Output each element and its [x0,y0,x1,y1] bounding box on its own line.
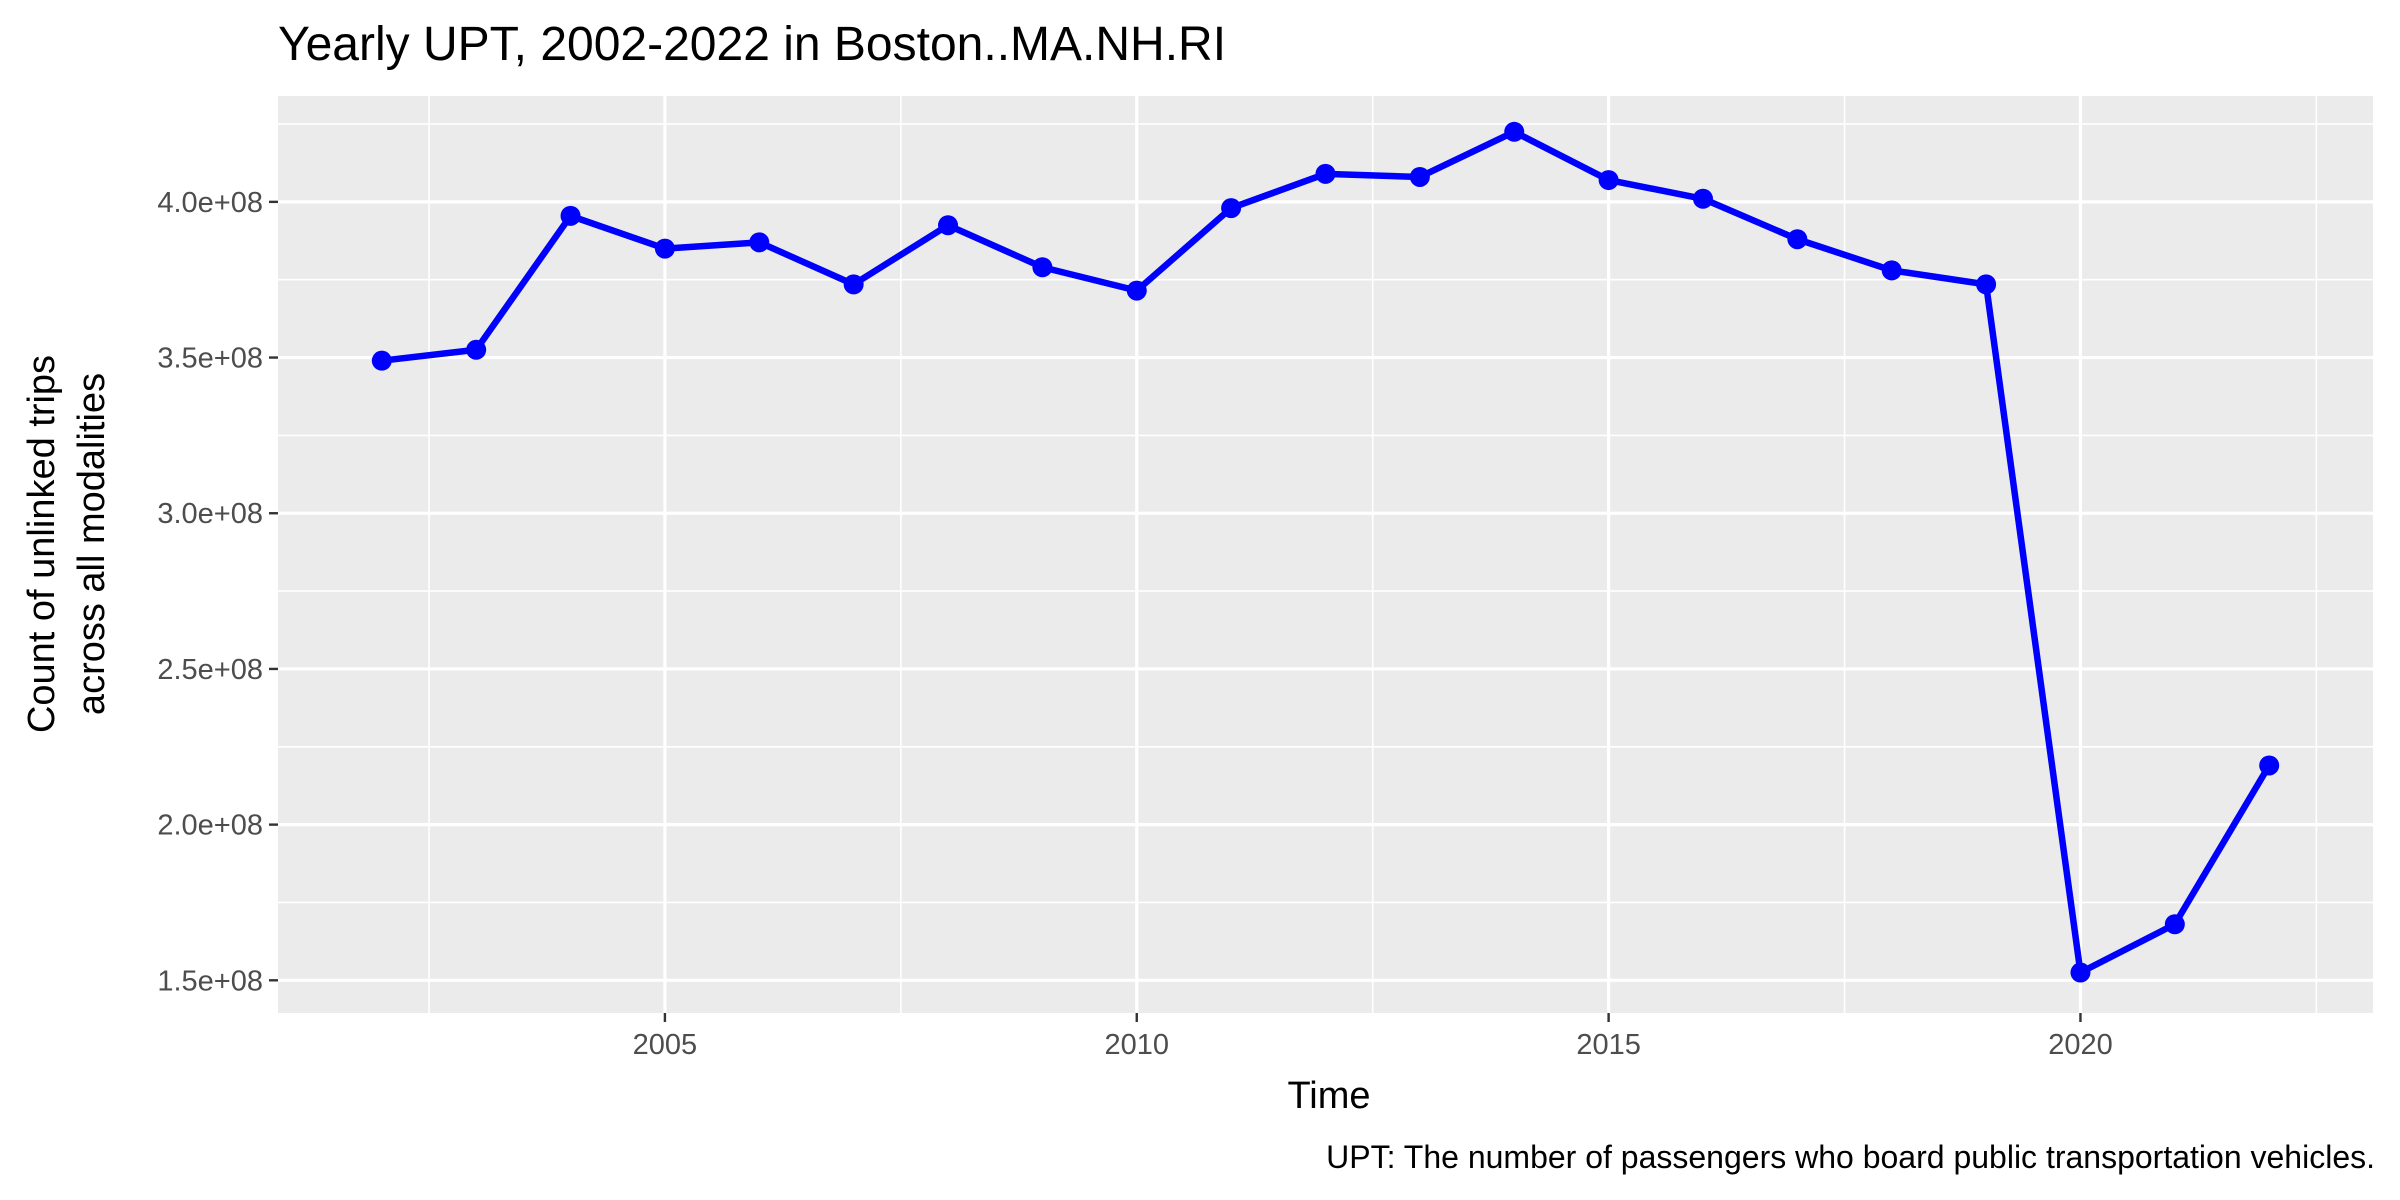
series-layer [371,121,2280,983]
data-point [2070,962,2091,983]
y-axis-tick-label: 2.5e+08 [157,654,263,686]
data-point [1881,260,1902,281]
data-point [560,205,581,226]
plot-panel [278,96,2373,1013]
x-axis: 2005 2010 2015 2020 [633,1013,2113,1061]
y-axis-tick-label: 1.5e+08 [157,965,263,997]
data-point [1787,229,1808,250]
y-axis-tick-label: 4.0e+08 [157,187,263,219]
x-axis-tick-label: 2010 [1105,1029,1170,1061]
data-point [654,238,675,259]
y-axis-tick-label: 3.0e+08 [157,498,263,530]
data-point [1126,280,1147,301]
data-point [1504,121,1525,142]
minor-gridlines-x [428,96,2318,1013]
x-axis-tick-label: 2015 [1576,1029,1641,1061]
y-axis-tick-label: 2.0e+08 [157,810,263,842]
y-axis-title: Count of unlinked trips across all modal… [21,355,113,733]
x-axis-tick-label: 2005 [633,1029,698,1061]
x-axis-tick-label: 2020 [2048,1029,2113,1061]
chart-title: Yearly UPT, 2002-2022 in Boston..MA.NH.R… [278,18,1226,71]
data-point [2259,755,2280,776]
major-gridlines-y [278,200,2373,982]
data-point [1692,188,1713,209]
x-axis-title: Time [1287,1075,1370,1117]
data-point [1409,166,1430,187]
y-axis-tick-label: 3.5e+08 [157,343,263,375]
data-point [2164,914,2185,935]
y-axis-title-line-1: Count of unlinked trips [21,355,63,733]
y-axis: 1.5e+08 2.0e+08 2.5e+08 3.0e+08 3.5e+08 4.0e+… [157,187,278,997]
data-point [938,215,959,236]
data-point [843,274,864,295]
data-point [466,339,487,360]
chart-caption: UPT: The number of passengers who board … [1326,1139,2375,1175]
minor-gridlines-y [278,123,2373,904]
data-point [1032,257,1053,278]
data-point [1598,170,1619,191]
data-point [1221,198,1242,219]
data-point [749,232,770,253]
data-point [1976,274,1997,295]
data-point [1315,163,1336,184]
y-axis-title-line-2: across all modalities [71,373,113,715]
data-point [371,350,392,371]
